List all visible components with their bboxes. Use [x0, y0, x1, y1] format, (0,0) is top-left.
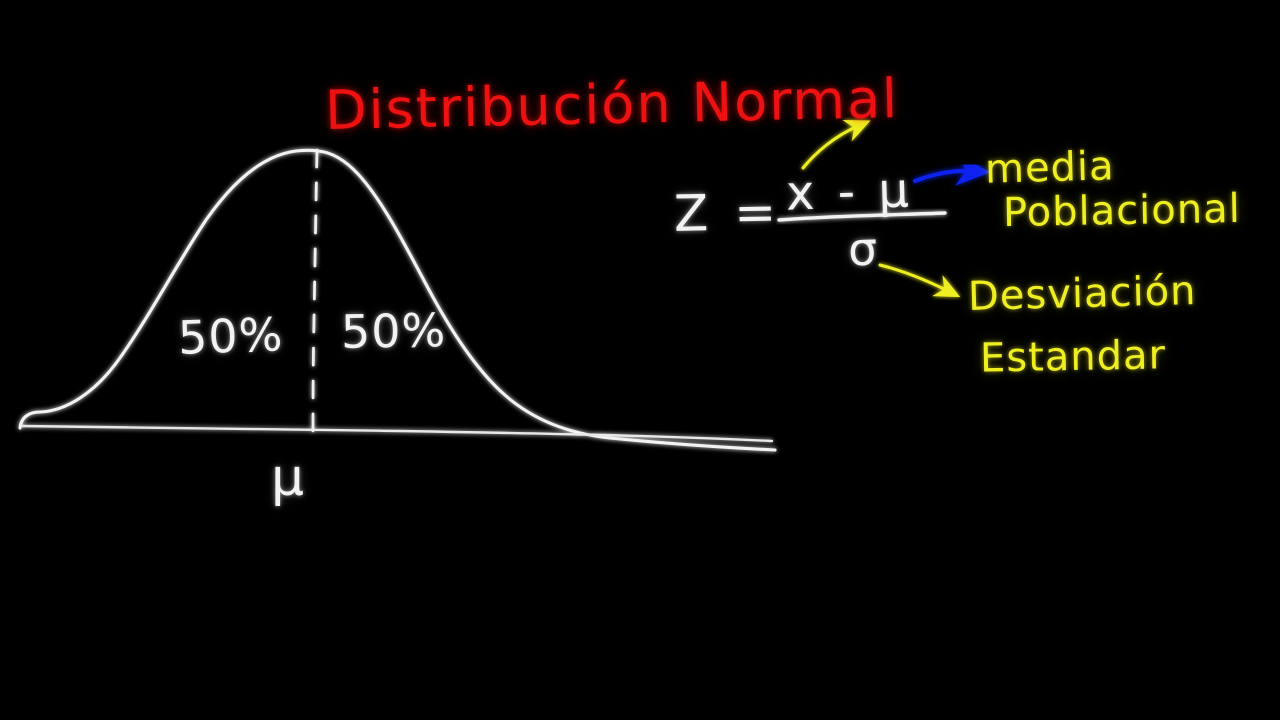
- arrow-to-mean-icon: [913, 154, 991, 186]
- curve-label-left-half: 50%: [177, 307, 285, 365]
- normal-distribution-curve: [18, 148, 777, 452]
- formula-denominator: σ: [847, 221, 879, 277]
- annotation-stddev-line1: Desviación: [967, 268, 1198, 320]
- mean-dashed-line: [311, 148, 319, 446]
- fraction-bar: [777, 211, 947, 222]
- page-title: Distribución Normal: [324, 66, 900, 143]
- arrow-to-stddev-icon: [878, 263, 961, 298]
- curve-label-right-half: 50%: [340, 303, 447, 359]
- axis-label-mu: μ: [271, 448, 305, 508]
- formula-left-hand-side: Z =: [673, 183, 782, 243]
- annotation-stddev-line2: Estandar: [979, 332, 1167, 382]
- arrow-to-title-icon: [801, 120, 871, 170]
- annotation-mean-line1: media: [984, 143, 1116, 193]
- formula-numerator: x - μ: [785, 162, 914, 222]
- annotation-mean-line2: Poblacional: [1002, 185, 1242, 237]
- baseline-axis: [20, 424, 774, 443]
